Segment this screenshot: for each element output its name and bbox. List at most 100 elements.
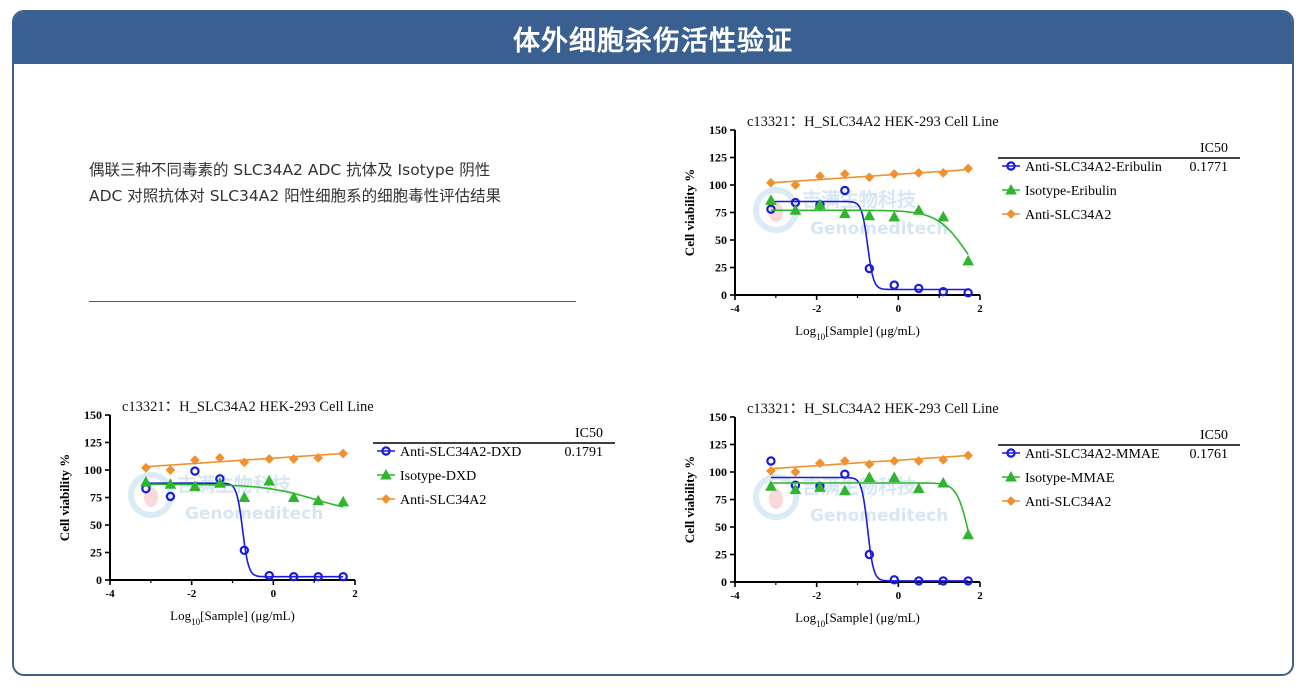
- y-tick-label: 25: [715, 548, 727, 562]
- data-point: [913, 167, 924, 178]
- data-point: [312, 494, 325, 506]
- legend-header-ic50: IC50: [575, 426, 603, 441]
- description-line-1: 偶联三种不同毒素的 SLC34A2 ADC 抗体及 Isotype 阴性: [89, 161, 491, 179]
- y-tick-label: 125: [84, 436, 102, 450]
- watermark-en-text: Genomeditech: [810, 219, 948, 239]
- series-2: [765, 450, 974, 477]
- data-point: [838, 207, 851, 219]
- legend-marker: [1006, 161, 1016, 171]
- chart-title: c13321：H_SLC34A2 HEK-293 Cell Line: [747, 401, 999, 417]
- data-point: [766, 204, 776, 214]
- chart-eribulin: 吉满生物科技 Genomeditech c13321：H_SLC34A2 HEK-2…: [682, 114, 1240, 342]
- fit-curve: [145, 483, 344, 508]
- x-axis-label: Log10[Sample] (μg/mL): [795, 610, 920, 629]
- x-axis-label: Log10[Sample] (μg/mL): [795, 323, 920, 342]
- x-tick-label: -4: [105, 588, 115, 600]
- data-point: [814, 481, 826, 492]
- data-point: [765, 465, 776, 476]
- y-tick-label: 150: [709, 410, 727, 424]
- y-tick-label: 0: [721, 288, 727, 302]
- data-point: [840, 469, 850, 479]
- data-point: [840, 185, 850, 196]
- data-point: [962, 254, 975, 266]
- data-point: [914, 283, 924, 294]
- legend-entry-label: Anti-SLC34A2: [400, 493, 486, 508]
- data-point: [789, 483, 802, 495]
- data-point: [863, 471, 876, 482]
- legend-marker: [1006, 496, 1016, 506]
- x-tick-label: -2: [812, 303, 822, 315]
- data-point: [264, 570, 274, 581]
- data-point: [913, 456, 924, 466]
- data-point: [190, 466, 200, 476]
- data-point: [963, 288, 973, 298]
- data-point: [912, 204, 925, 215]
- data-point: [239, 545, 250, 555]
- data-point: [839, 456, 850, 466]
- y-tick-label: 75: [715, 493, 727, 507]
- legend-entry-label: Anti-SLC34A2-DXD: [400, 445, 521, 460]
- data-point: [963, 163, 974, 174]
- data-point: [839, 169, 850, 179]
- data-point: [864, 172, 875, 183]
- watermark-en-text: Genomeditech: [810, 506, 948, 526]
- data-point: [189, 455, 200, 466]
- data-point: [140, 462, 151, 473]
- legend-header-ic50: IC50: [1200, 141, 1228, 156]
- data-point: [814, 198, 826, 210]
- data-point: [889, 575, 899, 585]
- data-point: [838, 484, 851, 496]
- watermark-cn-text: 吉满生物科技: [177, 473, 292, 496]
- series-2: [765, 163, 974, 190]
- y-tick-label: 125: [709, 151, 727, 165]
- x-axis-label: Log10[Sample] (μg/mL): [170, 608, 295, 627]
- data-point: [338, 571, 348, 582]
- fit-curve: [770, 200, 969, 291]
- legend-marker: [380, 468, 392, 480]
- watermark-logo: 吉满生物科技 Genomeditech: [753, 187, 948, 239]
- chart-mmae: 吉满生物科技 Genomeditech c13321：H_SLC34A2 HEK-2…: [682, 401, 1240, 629]
- x-tick-label: 2: [352, 588, 358, 600]
- y-tick-label: 0: [721, 575, 727, 589]
- data-point: [889, 280, 899, 290]
- fit-curve: [770, 482, 969, 531]
- data-point: [789, 204, 802, 215]
- fit-curve: [145, 482, 344, 578]
- watermark-cn-text: 吉满生物科技: [802, 475, 917, 498]
- y-tick-label: 50: [715, 233, 727, 247]
- description-text: 偶联三种不同毒素的 SLC34A2 ADC 抗体及 Isotype 阴性 ADC…: [89, 157, 609, 209]
- chart-title: c13321：H_SLC34A2 HEK-293 Cell Line: [122, 399, 374, 415]
- data-point: [337, 495, 350, 507]
- data-point: [888, 471, 901, 482]
- data-point: [963, 450, 974, 461]
- data-point: [140, 476, 152, 487]
- x-tick-label: 2: [977, 590, 983, 602]
- legend-entry-label: Anti-SLC34A2-MMAE: [1025, 447, 1160, 462]
- data-point: [914, 576, 924, 586]
- series-2: [140, 448, 349, 475]
- watermark-en-text: Genomeditech: [185, 504, 323, 524]
- legend-entry-label: Anti-SLC34A2: [1025, 495, 1111, 510]
- series-1: [140, 474, 350, 508]
- x-tick-label: -4: [730, 303, 740, 315]
- data-point: [338, 448, 349, 459]
- data-point: [962, 528, 975, 540]
- chart-title: c13321：H_SLC34A2 HEK-293 Cell Line: [747, 114, 999, 130]
- data-point: [263, 474, 276, 486]
- x-tick-label: 2: [977, 303, 983, 315]
- legend-header-ic50: IC50: [1200, 428, 1228, 443]
- data-point: [164, 478, 177, 489]
- legend-entry-label: Anti-SLC34A2: [1025, 208, 1111, 223]
- data-point: [239, 457, 250, 468]
- series-0: [141, 466, 348, 582]
- data-point: [765, 480, 777, 491]
- watermark-ring-icon: [128, 472, 174, 518]
- data-point: [912, 482, 925, 493]
- data-point: [889, 169, 900, 179]
- data-point: [287, 491, 300, 502]
- data-point: [766, 456, 776, 466]
- description-divider: [89, 301, 576, 302]
- y-tick-label: 50: [715, 520, 727, 534]
- content-frame: 体外细胞杀伤活性验证 偶联三种不同毒素的 SLC34A2 ADC 抗体及 Iso…: [12, 10, 1294, 676]
- data-point: [189, 480, 201, 491]
